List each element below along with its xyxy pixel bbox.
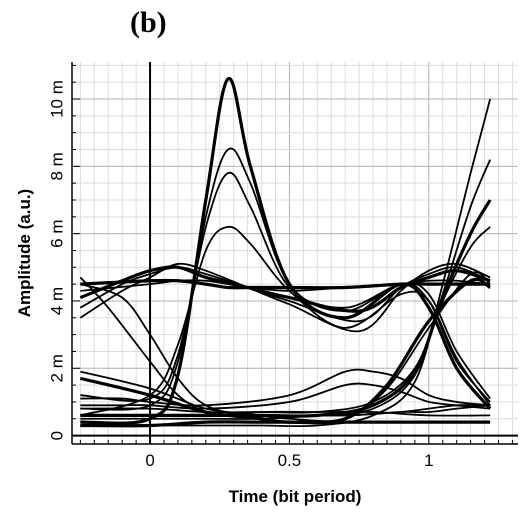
eye-trace-7 [79, 262, 491, 333]
axes [71, 62, 518, 445]
x-tick-label: 0 [145, 451, 154, 470]
panel-label: (b) [130, 6, 167, 39]
y-tick-label: 6 m [47, 219, 66, 247]
eye-trace-3 [80, 171, 491, 402]
plot-area [72, 62, 518, 444]
eye-trace-1 [80, 77, 492, 425]
eye-traces [79, 77, 492, 428]
eye-trace-21 [80, 199, 492, 418]
y-tick-label: 8 m [47, 152, 66, 180]
y-tick-label: 4 m [47, 287, 66, 315]
y-tick-label: 0 [47, 431, 66, 440]
y-axis-title: Amplitude (a.u.) [15, 189, 34, 317]
y-tick-label: 2 m [47, 354, 66, 382]
x-tick-label: 0.5 [278, 451, 302, 470]
grid-lines [72, 62, 518, 444]
eye-trace-4 [80, 225, 491, 417]
eye-trace-8 [79, 266, 491, 323]
x-tick-labels: 0 0.5 1 [145, 451, 433, 470]
eye-trace-15 [80, 382, 491, 410]
eye-trace-18 [80, 98, 491, 428]
eye-trace-14 [80, 368, 491, 407]
x-axis-title: Time (bit period) [229, 487, 362, 506]
y-tick-label: 10 m [47, 80, 66, 118]
eye-trace-20 [80, 226, 491, 414]
eye-trace-19 [80, 159, 491, 420]
x-tick-label: 1 [424, 451, 433, 470]
eye-trace-9 [79, 265, 491, 313]
y-tick-labels: 0 2 m 4 m 6 m 8 m 10 m [47, 80, 66, 440]
eye-trace-6 [80, 279, 491, 292]
